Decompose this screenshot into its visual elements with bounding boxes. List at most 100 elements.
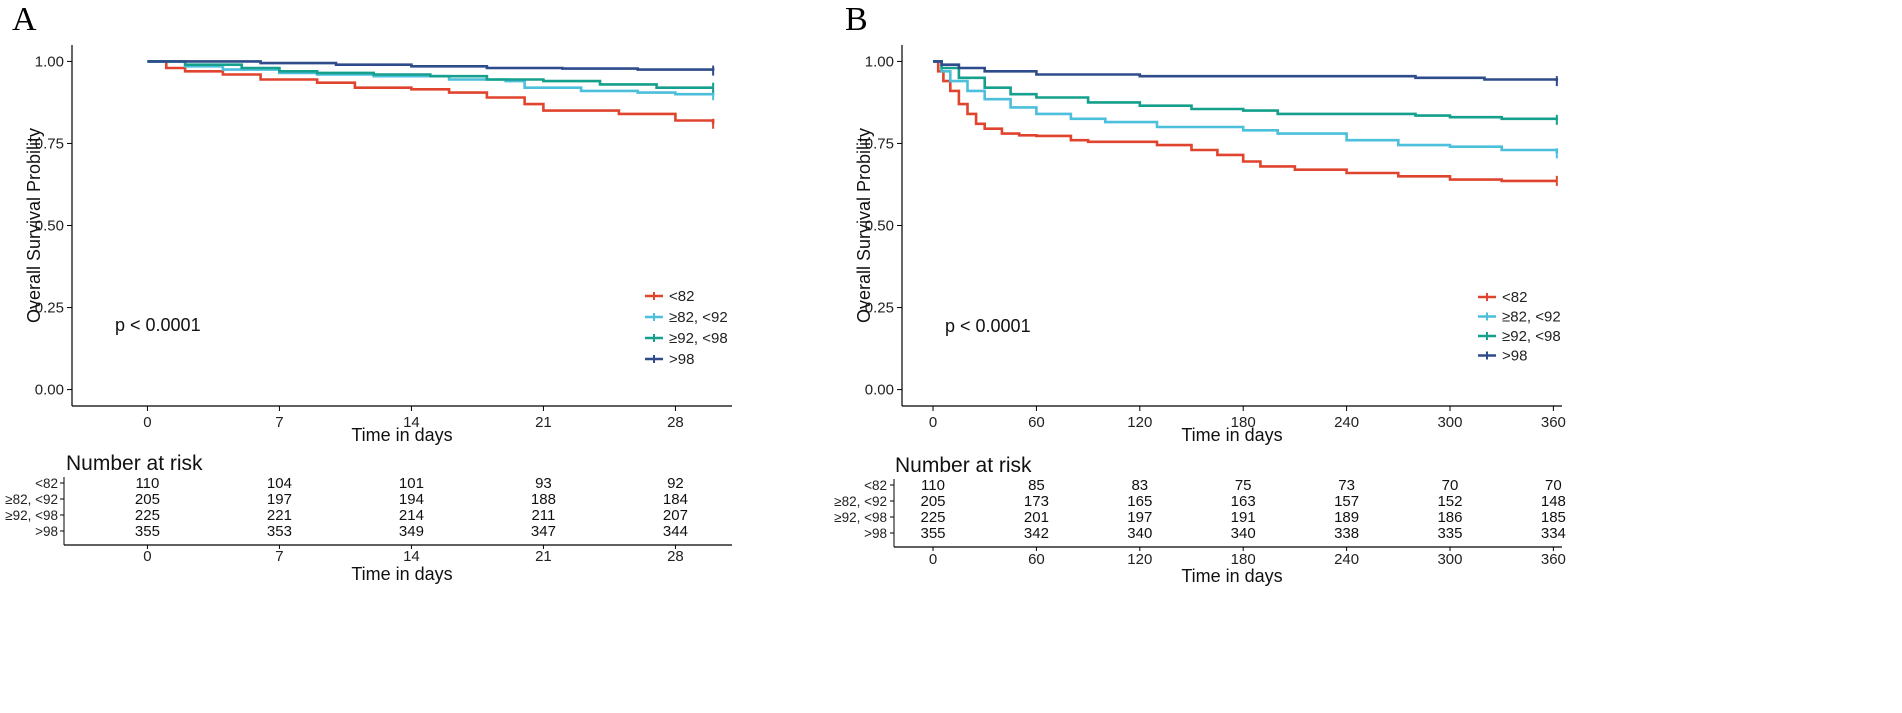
- legend-label: >98: [669, 351, 694, 368]
- risk-value: 173: [1024, 493, 1049, 510]
- risk-x-tick-label: 0: [929, 551, 937, 568]
- risk-value: 70: [1545, 477, 1562, 494]
- risk-value: 205: [135, 491, 160, 508]
- survival-curve: [933, 60, 1559, 82]
- y-tick-label: 0.50: [865, 218, 894, 235]
- risk-x-tick-label: 180: [1231, 551, 1256, 568]
- legend-label: ≥82, <92: [1502, 309, 1561, 326]
- risk-value: 197: [1127, 509, 1152, 526]
- legend-label: <82: [669, 288, 694, 305]
- risk-value: 110: [135, 475, 159, 492]
- risk-value: 355: [921, 525, 946, 542]
- survival-curve: [933, 60, 1559, 121]
- y-tick-label: 0.75: [865, 135, 894, 152]
- risk-value: 92: [667, 475, 684, 492]
- risk-value: 185: [1541, 509, 1566, 526]
- risk-table-x-title: Time in days: [1181, 566, 1282, 586]
- x-tick-label: 0: [143, 414, 151, 431]
- risk-value: 205: [921, 493, 946, 510]
- risk-row-label: ≥82, <92: [834, 494, 887, 509]
- risk-value: 75: [1235, 477, 1252, 494]
- risk-row-label: <82: [35, 476, 58, 491]
- risk-x-tick-label: 300: [1437, 551, 1462, 568]
- risk-value: 340: [1127, 525, 1152, 542]
- x-tick-label: 180: [1231, 414, 1256, 431]
- risk-x-tick-label: 240: [1334, 551, 1359, 568]
- survival-curve: [933, 60, 1559, 154]
- risk-value: 334: [1541, 525, 1566, 542]
- risk-x-tick-label: 21: [535, 548, 552, 565]
- risk-x-tick-label: 120: [1127, 551, 1152, 568]
- risk-x-tick-label: 28: [667, 548, 684, 565]
- risk-x-tick-label: 60: [1028, 551, 1045, 568]
- risk-value: 101: [399, 475, 424, 492]
- risk-value: 157: [1334, 493, 1359, 510]
- risk-value: 165: [1127, 493, 1152, 510]
- x-tick-label: 240: [1334, 414, 1359, 431]
- x-tick-label: 300: [1437, 414, 1462, 431]
- risk-value: 338: [1334, 525, 1359, 542]
- risk-row-label: <82: [864, 478, 887, 493]
- panel-label: B: [845, 1, 868, 38]
- legend-label: ≥92, <98: [669, 330, 728, 347]
- risk-table-title: Number at risk: [895, 454, 1032, 477]
- risk-value: 188: [531, 491, 556, 508]
- risk-value: 207: [663, 507, 688, 524]
- legend-label: <82: [1502, 289, 1527, 306]
- risk-value: 152: [1437, 493, 1462, 510]
- risk-value: 104: [267, 475, 292, 492]
- risk-value: 347: [531, 523, 556, 540]
- risk-value: 335: [1437, 525, 1462, 542]
- risk-table-title: Number at risk: [66, 452, 203, 475]
- risk-table-x-title: Time in days: [351, 564, 452, 584]
- risk-value: 93: [535, 475, 552, 492]
- legend-label: >98: [1502, 348, 1527, 365]
- x-axis-title: Time in days: [1181, 425, 1282, 445]
- risk-row-label: >98: [864, 526, 887, 541]
- risk-value: 189: [1334, 509, 1359, 526]
- km-panel-a: A 0.00 0.25 0.50 0.75 1.00 0 7 14 21 28 Time in day…: [5, 1, 732, 584]
- p-value: p < 0.0001: [945, 316, 1031, 336]
- y-tick-label: 1.00: [35, 53, 64, 70]
- x-tick-label: 14: [403, 414, 420, 431]
- risk-value: 184: [663, 491, 688, 508]
- risk-value: 85: [1028, 477, 1045, 494]
- x-tick-label: 28: [667, 414, 684, 431]
- y-tick-label: 1.00: [865, 53, 894, 70]
- risk-value: 194: [399, 491, 424, 508]
- survival-curve: [147, 60, 715, 124]
- y-tick-label: 0.25: [35, 300, 64, 317]
- x-axis-title: Time in days: [351, 425, 452, 445]
- risk-row-label: ≥92, <98: [834, 510, 887, 525]
- y-tick-label: 0.75: [35, 135, 64, 152]
- risk-value: 186: [1437, 509, 1462, 526]
- panel-label: A: [12, 1, 37, 38]
- risk-value: 83: [1131, 477, 1148, 494]
- risk-x-tick-label: 360: [1541, 551, 1566, 568]
- legend-label: ≥82, <92: [669, 309, 728, 326]
- risk-value: 225: [921, 509, 946, 526]
- risk-value: 70: [1442, 477, 1459, 494]
- x-tick-label: 21: [535, 414, 552, 431]
- risk-x-tick-label: 7: [275, 548, 283, 565]
- risk-value: 342: [1024, 525, 1049, 542]
- y-axis-title: Overall Survival Probility: [24, 128, 44, 323]
- km-panel-b: B 0.00 0.25 0.50 0.75 1.00 0 60 120 180 240 300 360 T…: [834, 1, 1566, 586]
- risk-value: 349: [399, 523, 424, 540]
- risk-value: 191: [1231, 509, 1256, 526]
- risk-value: 163: [1231, 493, 1256, 510]
- y-tick-label: 0.00: [865, 382, 894, 399]
- y-tick-label: 0.25: [865, 300, 894, 317]
- risk-row-label: ≥82, <92: [5, 492, 58, 507]
- risk-value: 344: [663, 523, 688, 540]
- risk-row-label: ≥92, <98: [5, 508, 58, 523]
- x-tick-label: 7: [275, 414, 283, 431]
- risk-value: 214: [399, 507, 424, 524]
- risk-value: 110: [921, 477, 945, 494]
- risk-value: 201: [1024, 509, 1049, 526]
- x-tick-label: 60: [1028, 414, 1045, 431]
- p-value: p < 0.0001: [115, 315, 201, 335]
- risk-value: 221: [267, 507, 292, 524]
- risk-value: 353: [267, 523, 292, 540]
- y-tick-label: 0.00: [35, 382, 64, 399]
